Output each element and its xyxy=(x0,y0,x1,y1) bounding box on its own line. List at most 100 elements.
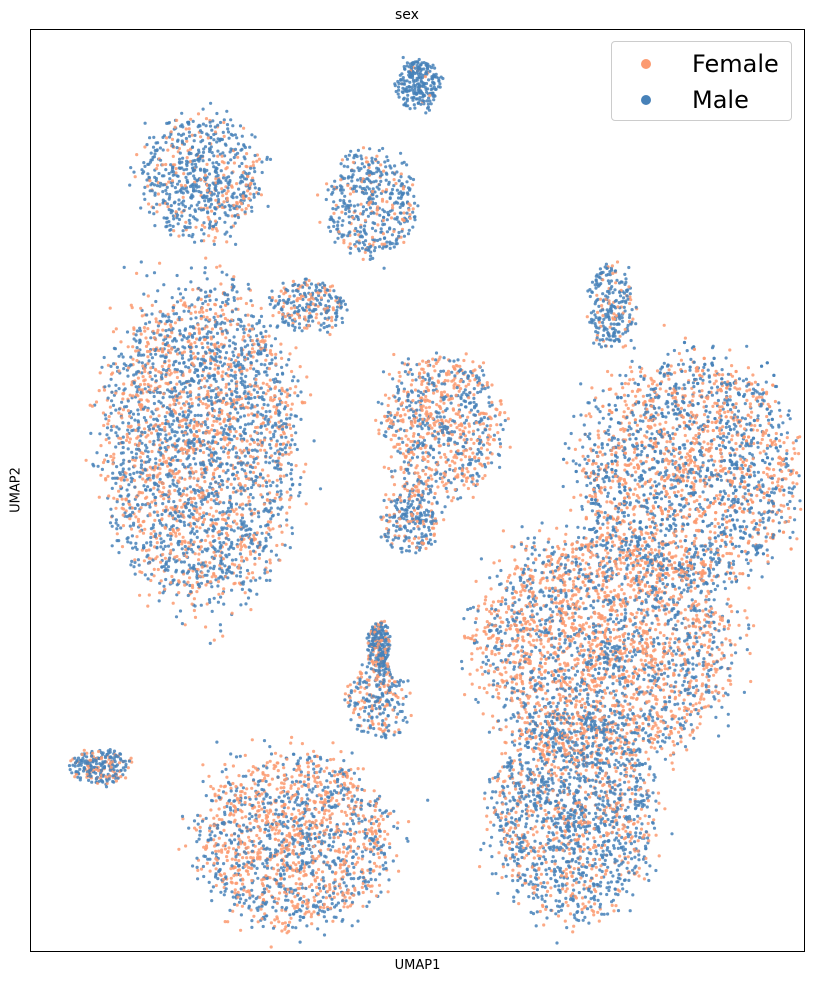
data-point xyxy=(471,451,475,455)
data-point xyxy=(418,98,422,102)
data-point xyxy=(378,213,382,217)
data-point xyxy=(401,86,405,90)
data-point xyxy=(298,285,302,289)
data-point xyxy=(330,319,334,323)
data-point xyxy=(600,304,604,308)
data-point xyxy=(288,294,292,298)
data-point xyxy=(481,422,485,426)
data-point xyxy=(147,162,151,166)
data-point xyxy=(352,186,357,191)
data-point xyxy=(291,279,295,283)
data-point xyxy=(414,60,418,64)
data-point xyxy=(210,575,214,579)
data-point xyxy=(388,240,392,244)
data-point xyxy=(329,296,333,300)
data-point xyxy=(99,444,103,448)
data-point xyxy=(215,387,219,391)
data-point xyxy=(248,145,252,149)
data-point xyxy=(134,385,138,389)
cluster-4 xyxy=(374,351,512,503)
data-point xyxy=(154,179,158,183)
data-point xyxy=(309,303,313,307)
data-point xyxy=(121,513,125,517)
data-point xyxy=(196,351,200,355)
data-point xyxy=(371,193,375,197)
data-point xyxy=(278,474,283,478)
data-point xyxy=(370,159,374,163)
data-point xyxy=(609,279,614,283)
data-point xyxy=(269,535,273,539)
data-point xyxy=(449,481,453,485)
data-point xyxy=(250,485,254,490)
data-point xyxy=(122,388,126,392)
data-point xyxy=(421,99,425,103)
data-point xyxy=(398,451,402,455)
data-point xyxy=(475,471,479,475)
data-point xyxy=(317,293,321,298)
data-point xyxy=(450,370,454,374)
data-point xyxy=(406,357,410,361)
data-point xyxy=(281,305,285,309)
data-point xyxy=(425,66,429,70)
data-point xyxy=(133,558,137,562)
data-point xyxy=(399,175,403,179)
data-point xyxy=(383,236,387,240)
data-point xyxy=(368,147,372,151)
data-point xyxy=(158,309,163,314)
data-point xyxy=(300,329,304,333)
data-point xyxy=(196,477,200,481)
data-point xyxy=(607,302,612,306)
data-point xyxy=(463,388,467,392)
data-point xyxy=(161,201,165,205)
data-point xyxy=(451,496,455,500)
data-point xyxy=(609,308,613,313)
data-point xyxy=(190,583,195,588)
data-point xyxy=(111,471,115,475)
data-point xyxy=(183,184,187,188)
data-point xyxy=(462,399,466,403)
data-point xyxy=(455,441,459,446)
data-point xyxy=(136,408,140,412)
data-point xyxy=(455,386,459,390)
data-point xyxy=(355,240,359,244)
data-point xyxy=(222,501,226,505)
data-point xyxy=(214,177,218,181)
data-point xyxy=(388,425,392,429)
data-point xyxy=(368,257,372,261)
data-point xyxy=(407,70,411,74)
data-point xyxy=(464,405,468,409)
data-point xyxy=(197,200,201,204)
data-point xyxy=(629,338,633,343)
data-point xyxy=(130,383,134,387)
data-point xyxy=(154,141,158,145)
data-point xyxy=(182,560,186,564)
data-point xyxy=(594,279,598,283)
data-point xyxy=(201,159,205,163)
data-point xyxy=(113,347,117,351)
data-point xyxy=(144,435,148,439)
data-point xyxy=(408,187,412,191)
data-point xyxy=(240,202,244,206)
data-point xyxy=(311,319,315,323)
data-point xyxy=(475,479,479,483)
data-point xyxy=(173,488,177,493)
data-point xyxy=(354,184,358,188)
data-point xyxy=(190,145,195,149)
data-point xyxy=(195,483,199,487)
data-point xyxy=(136,419,140,423)
data-point xyxy=(623,309,627,313)
data-point xyxy=(292,311,296,315)
data-point xyxy=(121,451,125,455)
data-point xyxy=(410,390,414,394)
data-point xyxy=(119,436,123,441)
data-point xyxy=(343,194,347,198)
data-point xyxy=(442,395,446,399)
data-point xyxy=(361,177,365,181)
data-point xyxy=(367,165,371,170)
data-point xyxy=(401,440,405,444)
data-point xyxy=(169,380,173,385)
data-point xyxy=(218,474,222,479)
data-point xyxy=(169,549,173,553)
data-point xyxy=(149,415,153,419)
data-point xyxy=(464,384,468,388)
